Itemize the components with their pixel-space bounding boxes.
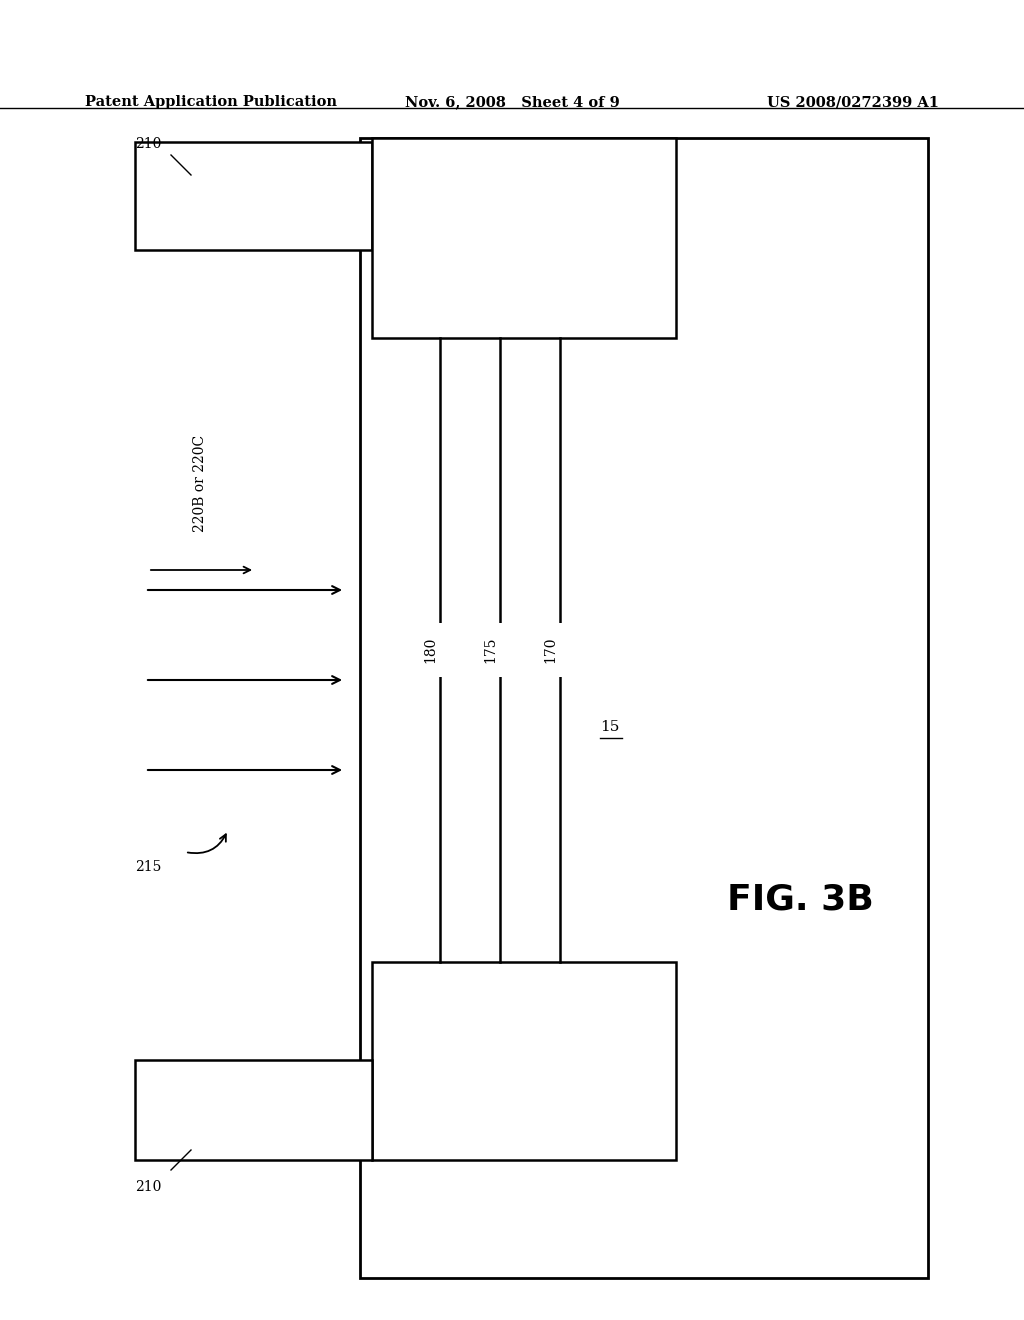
Text: US 2008/0272399 A1: US 2008/0272399 A1	[767, 95, 939, 110]
Bar	[135, 143, 372, 249]
Text: 15: 15	[600, 719, 620, 734]
Text: 215: 215	[135, 861, 162, 874]
Text: 170: 170	[543, 636, 557, 663]
Text: 220B or 220C: 220B or 220C	[193, 436, 207, 532]
Text: 175: 175	[483, 636, 497, 663]
Text: 210: 210	[135, 137, 162, 150]
Bar	[360, 139, 928, 1278]
Text: 210: 210	[135, 1180, 162, 1195]
Text: 180: 180	[423, 636, 437, 663]
Text: Patent Application Publication: Patent Application Publication	[85, 95, 337, 110]
Bar	[135, 1060, 372, 1160]
Text: Nov. 6, 2008   Sheet 4 of 9: Nov. 6, 2008 Sheet 4 of 9	[404, 95, 620, 110]
Text: FIG. 3B: FIG. 3B	[727, 883, 873, 917]
Bar	[372, 962, 676, 1160]
Bar	[372, 139, 676, 338]
